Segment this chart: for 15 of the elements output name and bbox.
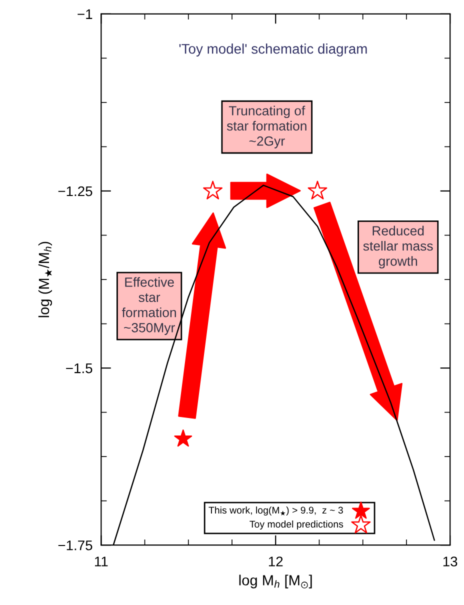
x-tick-label: 12 — [268, 556, 283, 566]
x-tick-label: 13 — [443, 556, 458, 566]
y-tick-label: −1.25 — [58, 186, 92, 196]
annotation: Effective star formation ~350Myr — [122, 277, 176, 335]
legend-label: Toy model predictions — [250, 520, 344, 530]
x-tick-label: 11 — [95, 556, 108, 566]
annotation: Truncating of star formation ~2Gyr — [226, 106, 306, 148]
y-tick-label: −1 — [78, 9, 92, 19]
x-axis-title: log M$_{h}$ [M$_{⊙}$] — [239, 574, 312, 588]
y-tick-label: −1.5 — [66, 364, 92, 374]
annotation: Reduced stellar mass growth — [363, 226, 433, 268]
y-tick-label: −1.75 — [58, 540, 92, 550]
legend-label: This work, log(M$_{★}$) > 9.9, z ~ 3 — [208, 506, 343, 516]
y-axis-title: log (M$_{★}$/M$_{h}$) — [38, 242, 52, 318]
text: 'Toy model' schematic diagram — [179, 44, 367, 57]
